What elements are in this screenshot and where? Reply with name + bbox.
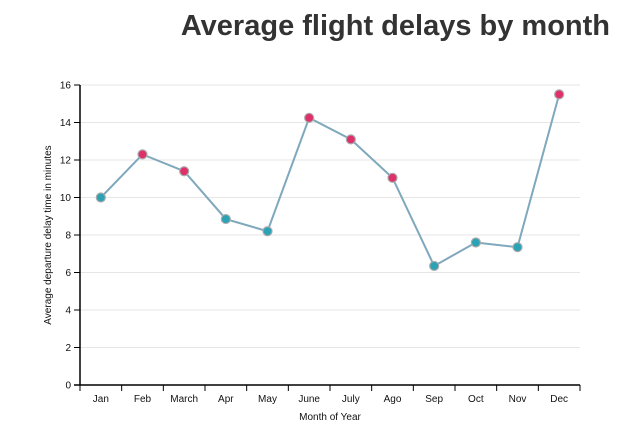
x-tick-label: Feb [134,394,152,405]
series-line [100,94,561,268]
data-points [95,89,565,272]
data-point [304,112,315,123]
y-tick-label: 14 [60,118,72,129]
x-tick-label: Oct [468,394,484,405]
data-point [220,213,231,225]
data-point [345,134,356,145]
x-tick-label: Ago [384,394,402,405]
data-point [95,192,106,203]
chart-title: Average flight delays by month [180,10,610,42]
x-tick-label: July [342,394,360,405]
y-axis-label: Average departure delay time in minutes [43,145,54,324]
x-tick-label: Apr [218,394,234,405]
x-tick-label: Nov [509,394,527,405]
data-point [470,237,481,248]
y-tick-label: 16 [60,81,72,92]
x-axis-ticks: Jan Feb March Apr May June July Ago Sep Oct Nov Dec [79,385,581,405]
x-tick-label: Dec [550,394,568,405]
x-axis-label: Month of Year [299,412,361,423]
y-tick-label: 8 [65,231,71,242]
data-point [429,260,440,272]
data-point [554,89,565,100]
y-tick-label: 6 [65,268,71,279]
data-point [512,242,523,253]
y-tick-label: 2 [65,343,71,354]
data-point [262,226,273,237]
x-tick-label: March [170,394,198,405]
y-tick-label: 0 [65,381,71,392]
x-tick-label: Jan [93,394,109,405]
y-axis-ticks: 0 2 4 6 8 10 12 14 16 [60,81,80,392]
data-point [179,166,190,177]
data-point [137,149,148,160]
data-point [387,172,398,183]
y-tick-label: 10 [60,193,72,204]
y-tick-label: 12 [60,156,72,167]
x-tick-label: Sep [425,394,443,405]
grid-lines [80,84,580,348]
x-tick-label: June [298,394,320,405]
x-tick-label: May [258,394,277,405]
y-tick-label: 4 [65,306,71,317]
